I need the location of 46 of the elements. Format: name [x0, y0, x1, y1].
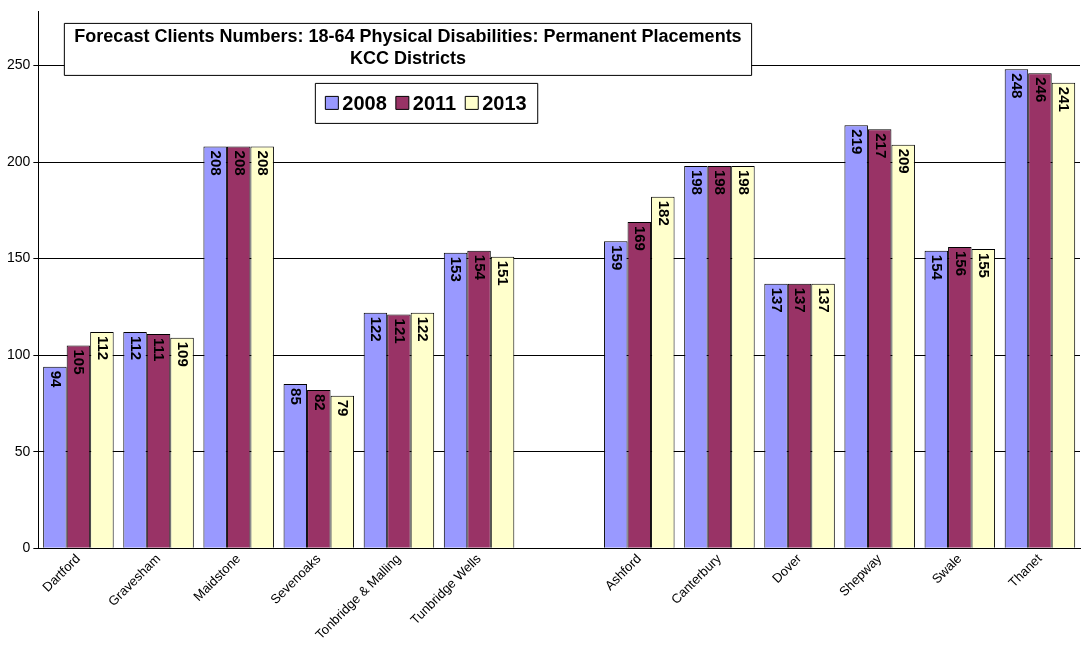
data-label: 137 — [768, 287, 786, 313]
data-label: 82 — [311, 393, 329, 411]
data-label: 219 — [849, 129, 867, 155]
data-label: 122 — [368, 316, 386, 342]
data-label: 112 — [94, 335, 112, 361]
text: Forecast Clients Numbers: 18-64 Physical Disabilities: Permanent Placements KCC Districts — [74, 26, 742, 69]
data-label: 79 — [335, 399, 353, 417]
data-label: 122 — [415, 316, 433, 342]
data-label: 198 — [735, 169, 753, 195]
data-label: 109 — [174, 341, 192, 367]
data-label: 156 — [952, 250, 970, 277]
legend-label: 2013 — [482, 91, 527, 114]
data-label: 105 — [71, 349, 89, 375]
data-label: 159 — [608, 245, 626, 271]
legend-label: 2008 — [342, 91, 387, 114]
y-tick-label: 50 — [14, 442, 31, 459]
data-label: 248 — [1009, 73, 1027, 99]
data-label: 209 — [896, 148, 914, 174]
y-tick-label: 150 — [7, 249, 31, 266]
data-label: 154 — [929, 254, 947, 281]
data-label: 208 — [255, 150, 273, 176]
data-label: 151 — [495, 260, 513, 286]
data-label: 154 — [471, 254, 489, 281]
data-label: 208 — [231, 150, 249, 176]
y-tick-label: 0 — [22, 539, 31, 556]
data-label: 121 — [391, 318, 409, 344]
data-label: 112 — [127, 335, 145, 361]
legend-label: 2011 — [412, 91, 457, 114]
data-label: 169 — [632, 225, 650, 251]
data-label: 246 — [1032, 77, 1050, 103]
data-label: 85 — [288, 388, 306, 405]
data-label: 198 — [688, 169, 706, 195]
y-tick-label: 250 — [7, 56, 31, 73]
data-label: 111 — [151, 337, 169, 362]
data-label: 208 — [208, 150, 226, 176]
data-label: 198 — [712, 169, 730, 195]
data-label: 153 — [448, 256, 466, 282]
y-tick-label: 100 — [7, 345, 31, 362]
data-label: 155 — [976, 252, 994, 278]
data-label: 94 — [47, 370, 65, 389]
data-label: 241 — [1056, 86, 1074, 112]
y-tick-label: 200 — [7, 152, 31, 169]
data-label: 137 — [815, 287, 833, 313]
data-label: 182 — [655, 200, 673, 226]
data-label: 217 — [872, 133, 890, 159]
data-label: 137 — [792, 287, 810, 313]
